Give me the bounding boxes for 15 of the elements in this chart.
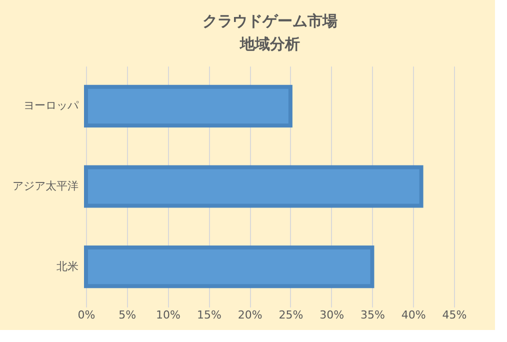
x-tick-label: 45%: [442, 308, 467, 322]
chart-title: クラウドゲーム市場: [202, 12, 338, 30]
x-tick-label: 40%: [401, 308, 426, 322]
x-tick-label: 25%: [278, 308, 304, 322]
x-tick-label: 20%: [238, 308, 262, 322]
x-tick-label: 10%: [156, 308, 181, 322]
x-tick-label: 5%: [118, 308, 136, 322]
y-tick-label: アジア太平洋: [12, 180, 78, 192]
y-tick-label: 北米: [56, 260, 78, 273]
y-tick-label: ヨーロッパ: [24, 99, 80, 112]
chart-subtitle: 地域分析: [239, 35, 300, 53]
x-tick-label: 15%: [196, 308, 222, 322]
x-tick-label: 0%: [78, 308, 96, 322]
x-tick-label: 30%: [320, 308, 344, 322]
x-tick-label: 35%: [360, 308, 385, 322]
